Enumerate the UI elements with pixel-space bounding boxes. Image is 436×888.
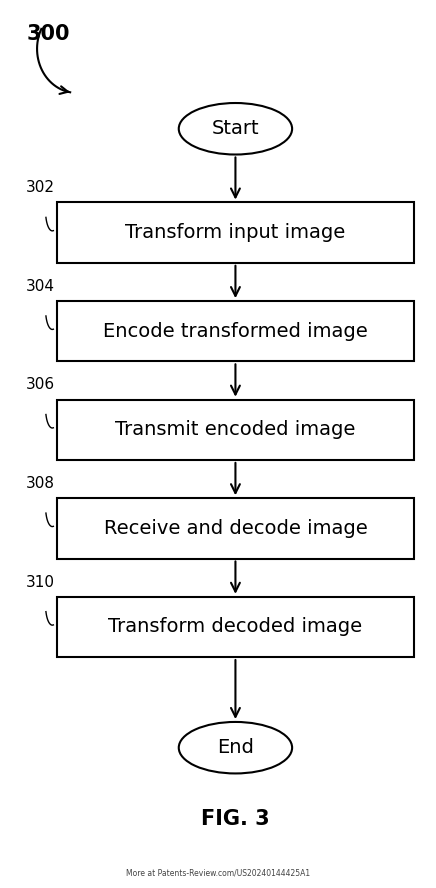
Text: 304: 304 [25,279,54,294]
FancyBboxPatch shape [57,597,414,657]
Ellipse shape [179,103,292,155]
Text: 300: 300 [26,24,70,44]
Text: 308: 308 [25,476,54,491]
Text: 302: 302 [25,180,54,195]
Text: 310: 310 [25,575,54,590]
FancyBboxPatch shape [57,202,414,263]
Text: Encode transformed image: Encode transformed image [103,321,368,341]
Text: More at Patents-Review.com/US20240144425A1: More at Patents-Review.com/US20240144425… [126,868,310,877]
Text: End: End [217,738,254,757]
Text: Transmit encoded image: Transmit encoded image [115,420,356,440]
Ellipse shape [179,722,292,773]
FancyBboxPatch shape [57,301,414,361]
Text: FIG. 3: FIG. 3 [201,809,270,829]
FancyBboxPatch shape [57,400,414,460]
Text: Transform input image: Transform input image [125,223,346,242]
Text: Transform decoded image: Transform decoded image [109,617,362,637]
Text: Start: Start [211,119,259,139]
Text: 306: 306 [25,377,54,392]
Text: Receive and decode image: Receive and decode image [104,519,367,538]
FancyBboxPatch shape [57,498,414,559]
